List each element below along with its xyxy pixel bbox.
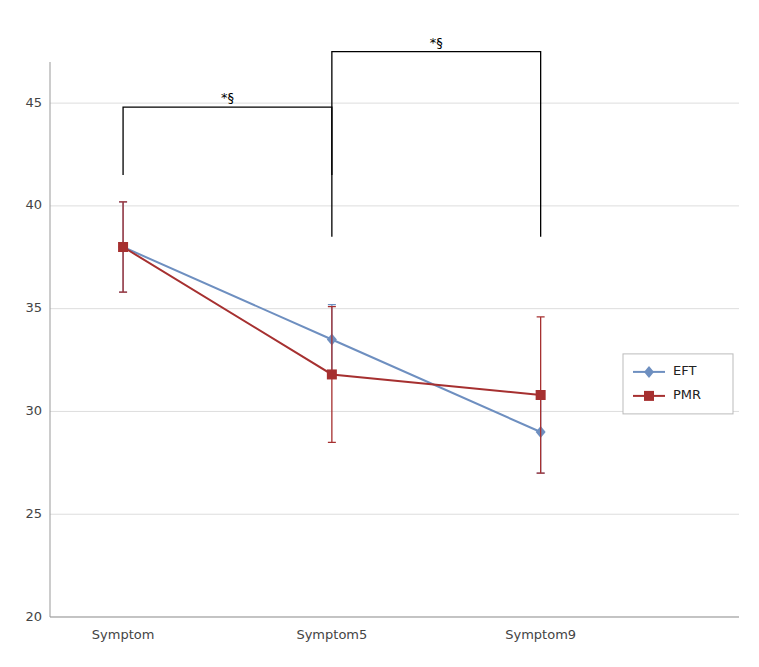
x-axis-line <box>50 617 739 618</box>
error-bar <box>119 202 127 292</box>
y-tick-label: 20 <box>25 609 42 624</box>
y-tick-label: 30 <box>25 403 42 418</box>
grid <box>50 103 739 617</box>
error-bar <box>537 317 545 473</box>
legend-label: EFT <box>673 363 696 378</box>
y-tick-label: 35 <box>25 300 42 315</box>
legend: EFT PMR <box>623 354 733 414</box>
x-tick-label: Symptom <box>92 627 155 642</box>
legend-box <box>623 354 733 414</box>
annotations: *§ *§ <box>123 35 541 237</box>
legend-label: PMR <box>673 387 701 402</box>
y-tick-label: 25 <box>25 506 42 521</box>
bracket <box>123 107 332 175</box>
grid-line <box>50 514 739 515</box>
y-axis-line <box>50 62 51 617</box>
grid-line <box>50 205 739 206</box>
error-bar <box>119 202 127 292</box>
series-1 <box>118 202 546 473</box>
grid-line <box>50 103 739 104</box>
point <box>118 241 128 253</box>
x-tick-label: Symptom9 <box>505 627 576 642</box>
grid-line <box>50 617 739 618</box>
point <box>536 390 546 400</box>
plot-area <box>118 202 546 473</box>
x-tick-label: Symptom5 <box>296 627 367 642</box>
legend-marker <box>644 366 654 378</box>
grid-line <box>50 308 739 309</box>
annotation-label: *§ <box>430 35 443 50</box>
chart-container: 20 25 30 35 40 45 Symptom Symptom5 Symptom9 *§ *§ E… <box>0 0 759 667</box>
y-tick-label: 45 <box>25 95 42 110</box>
bracket <box>332 52 541 237</box>
chart-svg: 20 25 30 35 40 45 Symptom Symptom5 Symptom9 *§ *§ E… <box>0 0 759 667</box>
legend-marker <box>644 391 654 401</box>
annotation-label: *§ <box>221 90 234 105</box>
point <box>327 369 337 379</box>
y-tick-label: 40 <box>25 197 42 212</box>
error-bar <box>328 307 336 443</box>
point <box>118 242 128 252</box>
series-0 <box>118 202 546 473</box>
